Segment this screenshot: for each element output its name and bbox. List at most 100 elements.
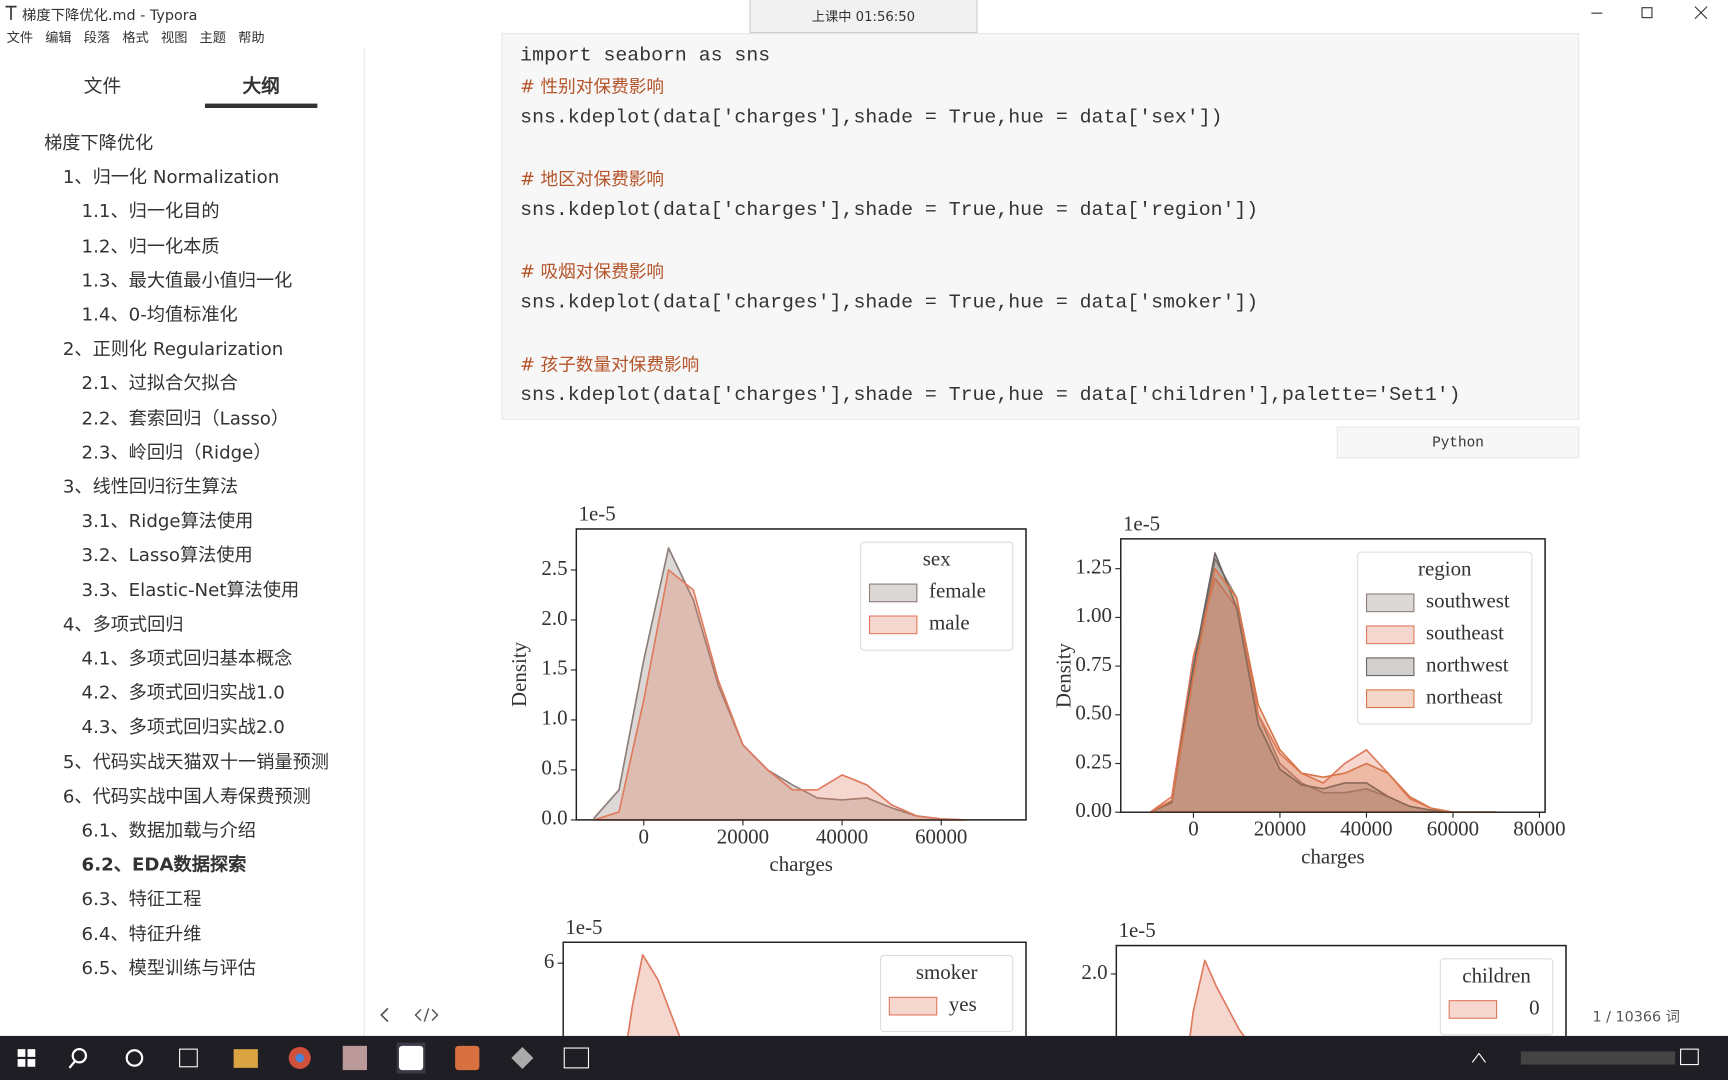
y-axis-label: Density	[1051, 642, 1075, 708]
y-tick-label: 1.00	[1075, 603, 1112, 627]
x-axis-label: charges	[1301, 844, 1365, 868]
language-label: Python	[1432, 434, 1484, 451]
outline-item[interactable]: 6.2、EDA数据探索	[81, 854, 247, 876]
outline-item[interactable]: 梯度下降优化	[44, 132, 154, 154]
legend-title: sex	[923, 547, 951, 571]
density-area	[627, 953, 681, 1036]
outline-item[interactable]: 1.3、最大值最小值归一化	[81, 269, 293, 291]
outline-item[interactable]: 2.2、套索回归（Lasso）	[81, 407, 290, 429]
outline-item[interactable]: 6、代码实战中国人寿保费预测	[62, 785, 311, 807]
code-comment: # 性别对保费影响	[520, 76, 664, 97]
outline-item[interactable]: 1.4、0-均值标准化	[81, 304, 238, 326]
legend-label: southeast	[1426, 621, 1504, 645]
legend-title: region	[1418, 557, 1472, 581]
outline-item[interactable]: 4.2、多项式回归实战1.0	[81, 682, 285, 704]
outline-item[interactable]: 2、正则化 Regularization	[62, 338, 284, 360]
outline-item[interactable]: 5、代码实战天猫双十一销量预测	[62, 751, 329, 773]
outline-item[interactable]: 1.2、归一化本质	[81, 235, 220, 257]
code-line: import seaborn as sns	[520, 45, 771, 68]
outline-item[interactable]: 3.1、Ridge算法使用	[81, 510, 254, 532]
outline-item[interactable]: 3、线性回归衍生算法	[62, 476, 239, 498]
x-axis-label: charges	[769, 852, 833, 876]
outline-item[interactable]: 6.3、特征工程	[81, 888, 202, 910]
code-line: sns.kdeplot(data['charges'],shade = True…	[520, 106, 1223, 129]
legend-swatch	[888, 996, 938, 1016]
code-block[interactable]: import seaborn as sns # 性别对保费影响 sns.kdeplo…	[501, 33, 1580, 420]
menu-item[interactable]: 视图	[160, 29, 188, 46]
y-tick-label: 1.5	[541, 656, 567, 680]
density-area	[593, 569, 967, 821]
code-comment: # 吸烟对保费影响	[520, 261, 664, 283]
menu-item[interactable]: 文件	[6, 29, 34, 46]
outline-item[interactable]: 1.1、归一化目的	[81, 201, 220, 222]
y-tick-label: 0.50	[1075, 701, 1112, 725]
code-comment: # 地区对保费影响	[520, 168, 664, 190]
legend-title: smoker	[916, 960, 978, 984]
y-tick-label: 0.5	[541, 756, 567, 780]
y-axis-label: Density	[507, 641, 531, 707]
menu-item[interactable]: 段落	[83, 29, 111, 46]
outline-item[interactable]: 4、多项式回归	[62, 613, 184, 635]
y-tick-label: 6	[544, 949, 554, 973]
code-line: sns.kdeplot(data['charges'],shade = True…	[520, 199, 1259, 222]
legend-label: northwest	[1426, 653, 1509, 677]
legend-label: female	[929, 579, 986, 603]
legend-box	[1439, 958, 1554, 1036]
y-tick-label: 0.25	[1075, 749, 1112, 773]
outline-item[interactable]: 4.3、多项式回归实战2.0	[81, 716, 285, 738]
sidebar: 文件 大纲梯度下降优化 1、归一化 Normalization 1.1、归一化目的 1.…	[0, 48, 365, 1036]
y-tick-label: 1.0	[541, 706, 567, 730]
charts: 0.0 0.5 1.0 1.5 2.0 2.5 0 20000 40000 60000 charge…	[507, 502, 1567, 1036]
legend-swatch	[1448, 1000, 1498, 1019]
sidebar-tab[interactable]: 文件	[83, 76, 122, 99]
outline-item[interactable]: 1、归一化 Normalization	[62, 166, 280, 188]
x-tick-label: 0	[639, 824, 649, 848]
menu-item[interactable]: 格式	[122, 29, 149, 46]
x-tick-label: 80000	[1513, 817, 1565, 841]
legend-box	[879, 954, 1014, 1033]
outline-item[interactable]: 6.4、特征升维	[81, 923, 202, 945]
outline-item[interactable]: 6.1、数据加载与介绍	[81, 819, 256, 841]
outline-item[interactable]: 4.1、多项式回归基本概念	[81, 647, 293, 669]
sidebar-tab[interactable]: 大纲	[242, 76, 280, 99]
code-comment: # 孩子数量对保费影响	[520, 353, 700, 375]
legend-box	[1357, 551, 1533, 725]
code-line: sns.kdeplot(data['charges'],shade = True…	[520, 292, 1259, 315]
menu-item[interactable]: 帮助	[238, 29, 265, 46]
language-select[interactable]: Python	[1336, 426, 1580, 459]
y-tick-label: 2.0	[1081, 960, 1107, 984]
timer[interactable]: 上课中 01:56:50	[749, 0, 978, 34]
legend-swatch	[1365, 593, 1415, 613]
x-tick-label: 60000	[1427, 817, 1479, 841]
legend-swatch	[868, 615, 918, 635]
taskbar-icons[interactable]	[0, 1036, 1728, 1080]
outline-item[interactable]: 2.3、岭回归（Ridge）	[81, 441, 272, 463]
outline-item[interactable]: 6.5、模型训练与评估	[81, 957, 256, 979]
axis-offset: 1e-5	[1119, 918, 1156, 942]
menu-item[interactable]: 主题	[199, 29, 227, 46]
timer-text: 上课中 01:56:50	[811, 8, 916, 25]
title-bar: 梯度下降优化.md - Typora	[0, 0, 1728, 26]
window-controls[interactable]	[1587, 4, 1719, 22]
x-tick-label: 40000	[1340, 817, 1392, 841]
taskbar	[0, 1035, 1728, 1080]
outline-item[interactable]: 3.3、Elastic-Net算法使用	[81, 579, 300, 601]
y-tick-label: 0.75	[1075, 652, 1112, 676]
legend-label: southwest	[1426, 589, 1510, 613]
footer-icons[interactable]	[375, 1003, 452, 1027]
outline-item[interactable]: 3.2、Lasso算法使用	[81, 544, 253, 566]
outline-item[interactable]: 2.1、过拟合欠拟合	[81, 372, 238, 394]
legend-box	[860, 541, 1014, 651]
y-tick-label: 0.0	[541, 806, 567, 830]
axis-offset: 1e-5	[565, 915, 602, 939]
window-title: 梯度下降优化.md - Typora	[22, 7, 198, 25]
code-line: sns.kdeplot(data['charges'],shade = True…	[520, 384, 1461, 407]
plot-frame-border	[562, 941, 1027, 1036]
density-area	[1189, 959, 1245, 1036]
plot-frame-border	[1115, 944, 1567, 1036]
menu-item[interactable]: 编辑	[45, 29, 72, 46]
legend-label: yes	[949, 992, 977, 1016]
legend-label: 0	[1529, 995, 1539, 1019]
x-tick-label: 20000	[717, 824, 769, 848]
